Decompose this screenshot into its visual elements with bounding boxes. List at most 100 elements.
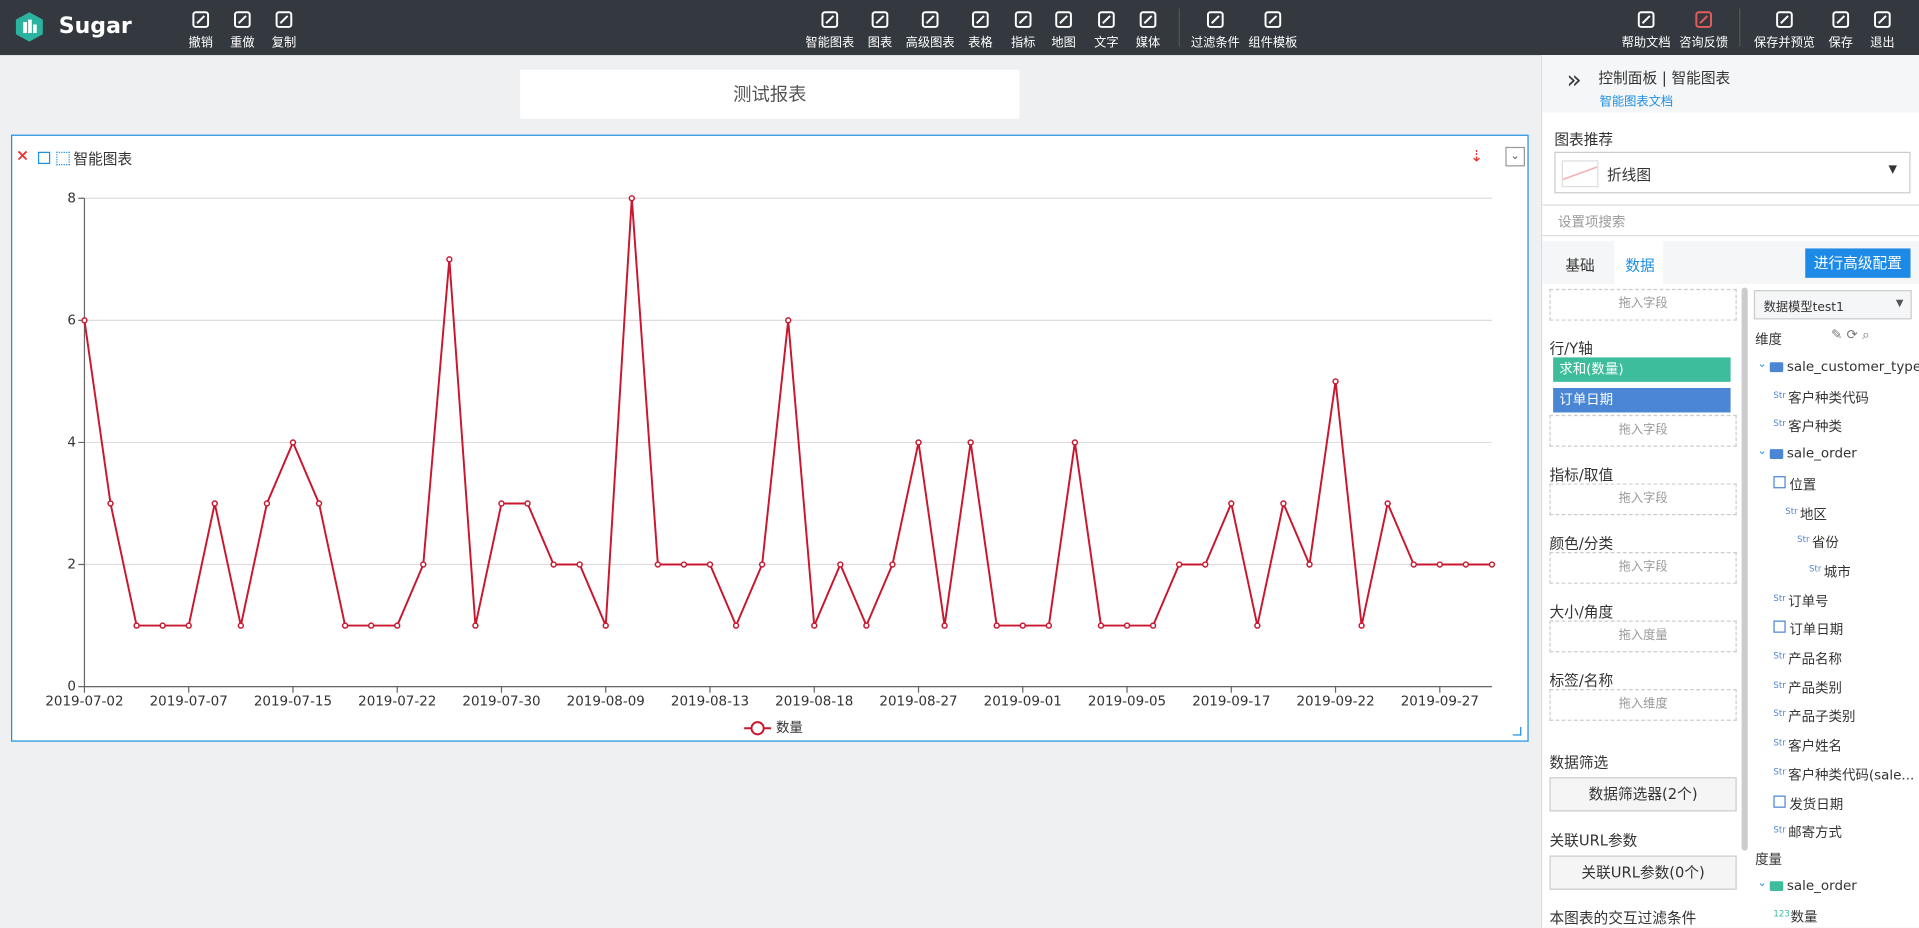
expand-icon[interactable] xyxy=(56,151,70,166)
tab[interactable]: 数据 xyxy=(1625,257,1655,275)
x-tick-label: 2019-08-09 xyxy=(567,694,645,709)
field[interactable]: 客户种类代码(sale... xyxy=(1788,767,1915,784)
toolbar-button[interactable]: 保存并预览 xyxy=(1753,36,1816,51)
field[interactable]: 城市 xyxy=(1823,564,1851,580)
close-icon[interactable]: × xyxy=(15,146,30,166)
x-tick-label: 2019-08-13 xyxy=(671,694,749,709)
point xyxy=(837,561,844,568)
model-select[interactable]: 数据模型test1 ▼ xyxy=(1753,290,1912,320)
point xyxy=(889,561,896,568)
field[interactable]: 客户姓名 xyxy=(1788,738,1842,755)
field[interactable]: 客户种类代码 xyxy=(1788,390,1869,406)
scrollbar xyxy=(1741,287,1748,851)
logo xyxy=(15,12,43,42)
model-name: 数据模型test1 xyxy=(1763,301,1844,315)
field[interactable]: 客户种类 xyxy=(1788,419,1842,435)
field[interactable]: 地区 xyxy=(1799,506,1827,522)
search-placeholder[interactable]: 设置项搜索 xyxy=(1558,214,1626,231)
slot-label: 标签/名称 xyxy=(1549,671,1614,690)
point xyxy=(941,622,948,629)
point xyxy=(159,622,166,629)
sort-icon[interactable]: ⇣ xyxy=(1469,148,1484,167)
doc-link[interactable]: 智能图表文档 xyxy=(1599,95,1674,109)
chart-type-select[interactable]: 折线图 ▼ xyxy=(1554,151,1911,194)
drop-zone[interactable]: 拖入维度 xyxy=(1549,689,1737,721)
filter-button[interactable]: 数据筛选器(2个) xyxy=(1549,777,1737,812)
drop-zone[interactable]: 拖入字段 xyxy=(1549,551,1737,584)
drop-zone[interactable]: 拖入字段 xyxy=(1549,288,1737,321)
field-type: Str xyxy=(1773,709,1786,719)
field-type: Str xyxy=(1773,390,1786,400)
drop-zone[interactable]: 拖入度量 xyxy=(1549,620,1737,653)
toolbar-button[interactable]: 重做 xyxy=(230,36,255,51)
toolbar-button[interactable]: 组件模板 xyxy=(1248,36,1298,51)
field[interactable]: sale_customer_type xyxy=(1786,358,1919,375)
field[interactable]: 产品类别 xyxy=(1788,680,1842,697)
toolbar-button[interactable]: 保存 xyxy=(1828,36,1853,51)
x-tick-label: 2019-07-15 xyxy=(254,694,332,709)
resize-handle[interactable] xyxy=(1512,726,1522,736)
field[interactable]: 产品子类别 xyxy=(1788,709,1856,726)
toolbar-button[interactable]: 复制 xyxy=(271,36,297,51)
toolbar-button[interactable]: 帮助文档 xyxy=(1621,36,1671,51)
toolbar-button[interactable]: 咨询反馈 xyxy=(1679,36,1729,51)
chart-widget[interactable]: 0 2 4 6 8 2019-07-02 2019-07-07 2019-07-15 2019-… xyxy=(11,134,1529,742)
toolbar-icon xyxy=(1695,11,1712,28)
field[interactable]: 产品名称 xyxy=(1788,651,1842,668)
field[interactable]: 省份 xyxy=(1811,535,1839,551)
advanced-button[interactable]: 进行高级配置 xyxy=(1805,248,1911,278)
separator xyxy=(1178,8,1180,47)
measure-label: 度量 xyxy=(1755,851,1782,868)
point xyxy=(1097,622,1105,629)
field-type: Str xyxy=(1773,593,1786,603)
url-button[interactable]: 关联URL参数(0个) xyxy=(1549,855,1737,890)
field[interactable]: 数量 xyxy=(1790,908,1818,925)
field[interactable]: 发货日期 xyxy=(1789,796,1844,813)
field-type: Str xyxy=(1773,419,1786,429)
field[interactable]: 位置 xyxy=(1789,477,1817,493)
toolbar-icon xyxy=(1014,11,1032,28)
toolbar-button[interactable]: 图表 xyxy=(867,36,893,51)
point xyxy=(1123,622,1131,629)
field-chip[interactable]: 求和(数量) xyxy=(1553,357,1731,382)
copy-icon[interactable] xyxy=(37,151,51,165)
report-title[interactable]: 测试报表 xyxy=(520,69,1020,119)
field[interactable]: sale_order xyxy=(1786,877,1857,894)
point xyxy=(1332,378,1339,385)
toolbar-button[interactable]: 地图 xyxy=(1051,36,1076,51)
field[interactable]: 订单日期 xyxy=(1789,622,1844,639)
toolbar-button[interactable]: 撤销 xyxy=(188,36,213,51)
point xyxy=(1254,622,1261,629)
field[interactable]: 订单号 xyxy=(1788,593,1829,610)
tab[interactable]: 基础 xyxy=(1565,257,1595,275)
point xyxy=(1358,622,1365,629)
field[interactable]: 邮寄方式 xyxy=(1788,825,1842,842)
toolbar-button[interactable]: 指标 xyxy=(1010,36,1036,51)
point xyxy=(732,622,740,629)
x-tick-label: 2019-09-05 xyxy=(1088,694,1166,709)
toolbar-button[interactable]: 表格 xyxy=(968,36,993,51)
drop-zone[interactable]: 拖入字段 xyxy=(1549,414,1737,447)
field-type: Str xyxy=(1809,564,1822,574)
menu-toggle[interactable]: ⌄ xyxy=(1505,146,1525,167)
chart-thumb xyxy=(1561,160,1599,188)
collapse-icon[interactable]: » xyxy=(1566,64,1582,95)
point xyxy=(1045,622,1053,629)
toolbar-button[interactable]: 退出 xyxy=(1870,36,1895,51)
point xyxy=(550,561,557,568)
toolbar-button[interactable]: 智能图表 xyxy=(805,36,855,51)
drop-zone[interactable]: 拖入字段 xyxy=(1549,483,1737,516)
field-type: Str xyxy=(1797,535,1810,545)
chart: 0 2 4 6 8 2019-07-02 2019-07-07 2019-07-15 2019-… xyxy=(45,191,1496,736)
field[interactable]: sale_order xyxy=(1786,445,1857,462)
toolbar-button[interactable]: 过滤条件 xyxy=(1190,36,1240,51)
toolbar-button[interactable]: 高级图表 xyxy=(905,36,955,51)
point xyxy=(341,622,349,629)
point xyxy=(1384,500,1391,507)
point xyxy=(133,622,140,629)
point xyxy=(1202,561,1209,568)
toolbar-button[interactable]: 文字 xyxy=(1094,36,1119,51)
field-chip[interactable]: 订单日期 xyxy=(1553,387,1731,413)
toolbar-button[interactable]: 媒体 xyxy=(1135,36,1161,51)
